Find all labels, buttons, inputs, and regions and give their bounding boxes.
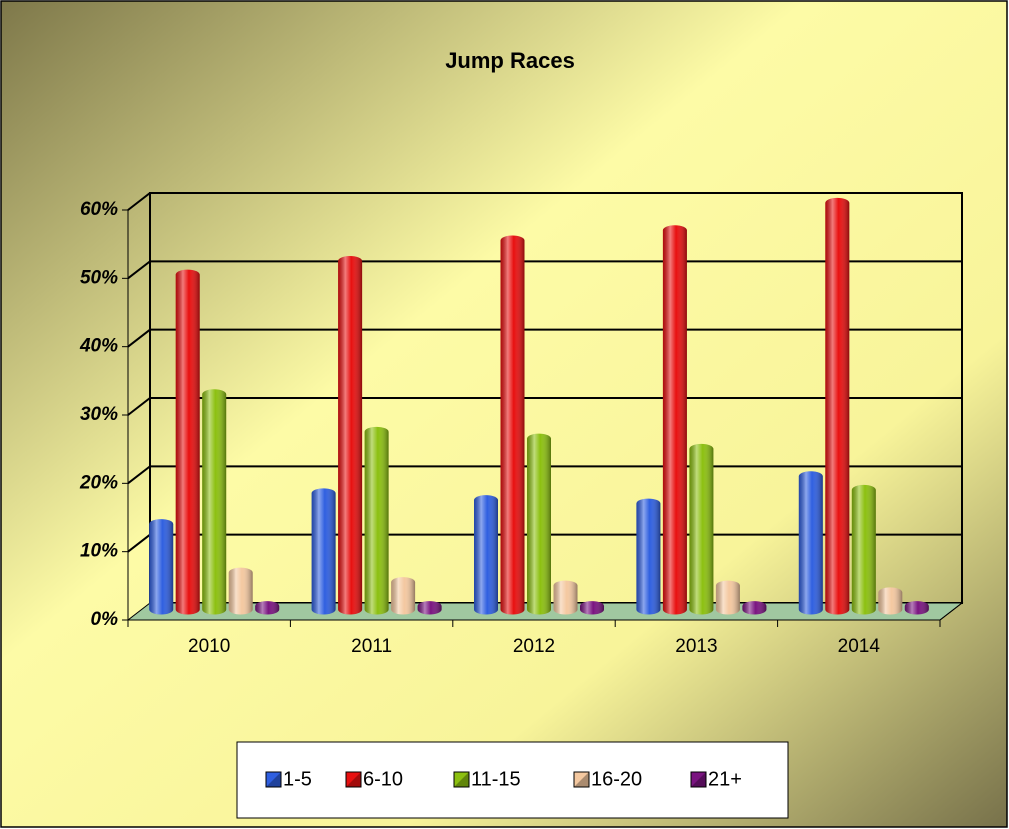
bar-shading [742,601,767,615]
grid-line [127,328,962,348]
legend-swatch [265,771,282,788]
bar-shading [636,498,661,615]
x-tick-label: 2010 [188,636,230,657]
x-tick-label: 2013 [675,636,717,657]
legend-swatch-shade [346,772,361,787]
bar-shading [825,197,850,615]
legend-label: 21+ [708,768,742,790]
bar-shading [364,426,389,615]
bar-shading [580,601,604,615]
bar-shading [553,580,578,615]
y-tick-label: 30% [80,404,118,425]
grid-line [127,397,962,416]
x-tick-label: 2011 [351,636,392,657]
bar-shading [878,587,903,615]
floor-right [939,602,963,621]
bar-shading [228,567,253,615]
bar-shading [338,256,363,615]
y-tick-label: 40% [79,336,118,357]
bar-shading [527,433,551,615]
grid-line [127,260,962,280]
bar-shading [474,495,498,615]
x-tick-label: 2012 [513,636,555,657]
legend-label: 11-15 [471,768,521,790]
bar-shading [391,577,416,615]
y-tick-label: 20% [79,472,118,493]
bar-shading [311,488,336,615]
legend-swatch [690,771,707,788]
y-tick-label: 50% [80,267,118,288]
legend-label: 1-5 [283,768,312,790]
bar-shading [798,471,823,615]
legend-label: 16-20 [591,768,642,790]
chart-title: Jump Races [445,48,575,73]
y-tick-label: 10% [80,541,118,562]
legend-swatch [345,771,362,788]
legend-swatch-shade [454,772,469,787]
y-tick-label: 60% [80,199,118,220]
bar-shading [149,519,174,615]
legend-swatch-shade [266,772,281,787]
legend-swatch [453,771,470,788]
bar-shading [255,601,280,615]
bar-shading [175,269,200,615]
bar-shading [662,225,687,615]
y-tick-label: 0% [91,609,119,630]
legend-swatch-shade [574,772,589,787]
legend-swatch-shade [691,772,706,787]
legend-label: 6-10 [363,768,403,790]
bar-shading [417,601,442,615]
x-tick-label: 2014 [838,636,881,657]
bar-shading [202,389,227,615]
bar-shading [904,601,929,615]
bar-shading [851,484,876,615]
bar-shading [715,580,740,615]
legend-swatch [573,771,590,788]
bar-shading [689,443,714,615]
bar-shading [500,235,525,615]
grid-line [127,192,962,211]
